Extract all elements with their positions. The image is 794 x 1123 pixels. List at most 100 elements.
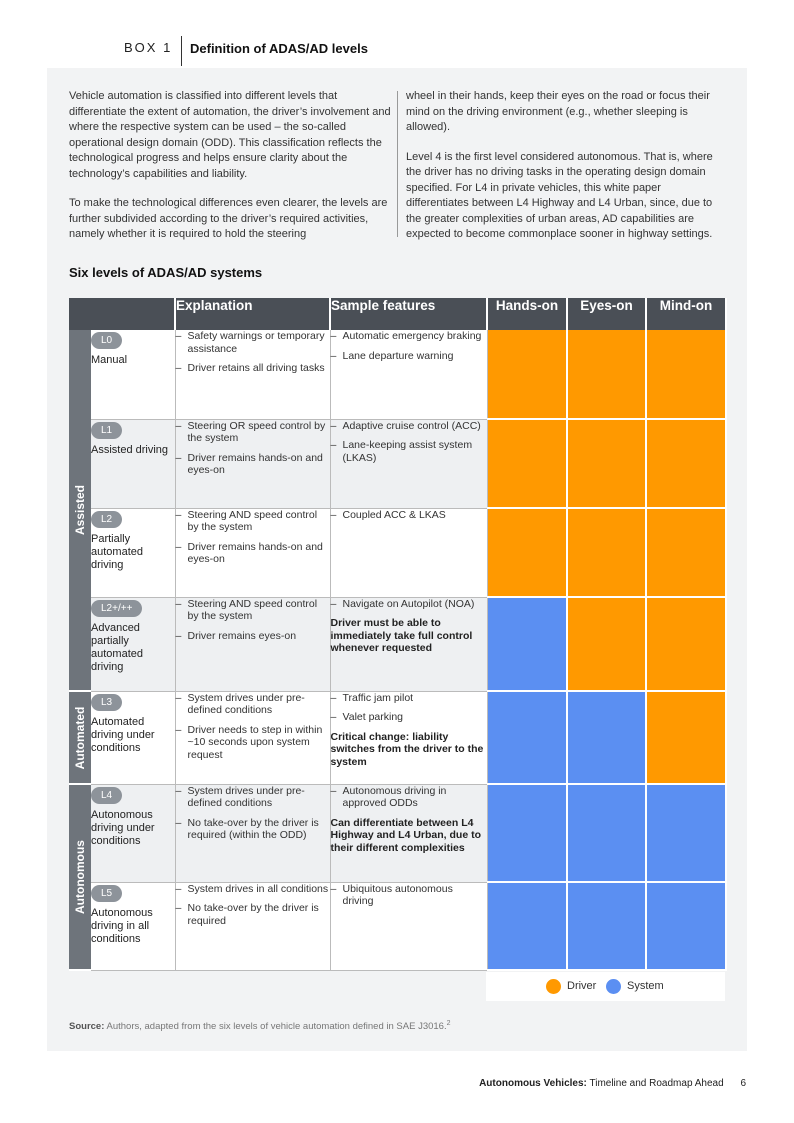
header-blank bbox=[69, 298, 176, 330]
level-name: Autonomous driving under conditions bbox=[91, 808, 155, 847]
table-header-row: Explanation Sample features Hands-on Eye… bbox=[69, 298, 727, 330]
explanation-item: System drives in all conditions bbox=[176, 883, 330, 896]
explanation-cell: System drives under pre-defined conditio… bbox=[175, 784, 331, 883]
eyes-on-driver bbox=[567, 330, 647, 420]
hands-on-system bbox=[487, 882, 568, 971]
source-text: Authors, adapted from the six levels of … bbox=[106, 1021, 447, 1033]
driver-legend-dot bbox=[546, 979, 561, 994]
features-cell: Autonomous driving in approved ODDs Can … bbox=[330, 784, 488, 883]
hands-on-system bbox=[487, 691, 568, 785]
feature-item: Adaptive cruise control (ACC) bbox=[331, 420, 487, 433]
level-cell: L3 Automated driving under conditions bbox=[91, 691, 176, 785]
table-row: Assisted L0 Manual Safety warnings or te… bbox=[69, 330, 727, 692]
explanation-cell: Steering AND speed control by the system… bbox=[175, 597, 331, 692]
level-name: Manual bbox=[91, 354, 128, 366]
group-label: Automated bbox=[73, 706, 87, 769]
intro-paragraph: wheel in their hands, keep their eyes on… bbox=[406, 90, 710, 133]
footnote-ref: 2 bbox=[446, 1020, 451, 1027]
hands-on-driver bbox=[487, 508, 568, 598]
mind-on-driver bbox=[646, 419, 727, 509]
level-cell: L5 Autonomous driving in all conditions bbox=[91, 882, 176, 971]
level-code-badge: L4 bbox=[91, 786, 123, 804]
legend: Driver System bbox=[486, 972, 725, 1001]
level-code-badge: L2+/++ bbox=[91, 599, 143, 617]
hands-on-system bbox=[487, 597, 568, 692]
level-name: Autonomous driving in all conditions bbox=[91, 906, 153, 945]
feature-item: Autonomous driving in approved ODDs bbox=[331, 785, 487, 810]
feature-item: Lane departure warning bbox=[331, 350, 487, 363]
explanation-cell: Steering AND speed control by the system… bbox=[175, 508, 331, 598]
header-sample-features: Sample features bbox=[330, 298, 488, 330]
level-code-badge: L5 bbox=[91, 884, 123, 902]
level-name: Assisted driving bbox=[91, 443, 169, 456]
explanation-item: No take-over by the driver is required bbox=[176, 902, 330, 927]
features-cell: Coupled ACC & LKAS bbox=[330, 508, 488, 598]
system-legend-label: System bbox=[627, 980, 664, 992]
level-cell: L0 Manual bbox=[91, 330, 176, 420]
table-row: L5 Autonomous driving in all conditions … bbox=[69, 882, 727, 971]
level-name: Automated driving under conditions bbox=[91, 715, 155, 754]
hands-on-system bbox=[487, 784, 568, 883]
explanation-item: Driver remains hands-on and eyes-on bbox=[176, 452, 330, 477]
table-row: L2 Partially automated driving Steering … bbox=[69, 508, 727, 598]
explanation-item: Steering AND speed control by the system bbox=[176, 509, 330, 534]
level-name: Advanced partially automated driving bbox=[91, 621, 143, 673]
feature-item: Automatic emergency braking bbox=[331, 330, 487, 343]
eyes-on-system bbox=[567, 882, 647, 971]
eyes-on-driver bbox=[567, 508, 647, 598]
table-row: L1 Assisted driving Steering OR speed co… bbox=[69, 419, 727, 509]
explanation-item: Driver retains all driving tasks bbox=[176, 362, 330, 375]
eyes-on-driver bbox=[567, 597, 647, 692]
level-code-badge: L1 bbox=[91, 421, 123, 439]
features-cell: Automatic emergency braking Lane departu… bbox=[330, 330, 488, 420]
feature-note: Can differentiate between L4 Highway and… bbox=[330, 816, 482, 854]
table-row: Autonomous L4 Autonomous driving under c… bbox=[69, 784, 727, 971]
group-automated: Automated bbox=[69, 691, 91, 785]
intro-left-column: Vehicle automation is classified into di… bbox=[69, 89, 391, 257]
feature-note: Critical change: liability switches from… bbox=[330, 730, 484, 768]
group-assisted: Assisted bbox=[69, 330, 91, 692]
header-explanation: Explanation bbox=[175, 298, 331, 330]
table-title: Six levels of ADAS/AD systems bbox=[69, 265, 263, 280]
explanation-cell: Safety warnings or temporary assistance … bbox=[175, 330, 331, 420]
column-divider bbox=[397, 91, 398, 237]
table-row: Automated L3 Automated driving under con… bbox=[69, 691, 727, 785]
mind-on-system bbox=[646, 784, 727, 883]
levels-table: Explanation Sample features Hands-on Eye… bbox=[69, 298, 727, 971]
level-code-badge: L3 bbox=[91, 693, 123, 711]
eyes-on-system bbox=[567, 691, 647, 785]
group-label: Autonomous bbox=[73, 840, 87, 914]
group-label: Assisted bbox=[73, 484, 87, 536]
footer-subtitle: Timeline and Roadmap Ahead bbox=[589, 1078, 724, 1089]
features-cell: Adaptive cruise control (ACC) Lane-keepi… bbox=[330, 419, 488, 509]
feature-item: Valet parking bbox=[331, 711, 487, 724]
explanation-item: No take-over by the driver is required (… bbox=[176, 817, 330, 842]
eyes-on-driver bbox=[567, 419, 647, 509]
driver-legend-label: Driver bbox=[567, 980, 597, 992]
explanation-item: Steering OR speed control by the system bbox=[176, 420, 330, 445]
explanation-item: System drives under pre-defined conditio… bbox=[176, 692, 330, 717]
hands-on-driver bbox=[487, 330, 568, 420]
explanation-item: Safety warnings or temporary assistance bbox=[176, 330, 330, 355]
eyes-on-system bbox=[567, 784, 647, 883]
source-note: Source: Authors, adapted from the six le… bbox=[69, 1020, 451, 1032]
level-code-badge: L0 bbox=[91, 332, 123, 349]
intro-right-column: wheel in their hands, keep their eyes on… bbox=[406, 89, 726, 257]
features-cell: Ubiquitous autonomous driving bbox=[330, 882, 488, 971]
mind-on-driver bbox=[646, 691, 727, 785]
mind-on-driver bbox=[646, 330, 727, 420]
intro-paragraph: To make the technological differences ev… bbox=[69, 197, 388, 240]
explanation-cell: System drives under pre-defined conditio… bbox=[175, 691, 331, 785]
footer-title: Autonomous Vehicles: bbox=[479, 1078, 587, 1089]
mind-on-driver bbox=[646, 508, 727, 598]
level-cell: L1 Assisted driving bbox=[91, 419, 176, 509]
mind-on-driver bbox=[646, 597, 727, 692]
feature-item: Navigate on Autopilot (NOA) bbox=[331, 598, 487, 611]
page-footer: Autonomous Vehicles: Timeline and Roadma… bbox=[479, 1078, 746, 1089]
header-eyes-on: Eyes-on bbox=[567, 298, 647, 330]
explanation-item: Steering AND speed control by the system bbox=[176, 598, 330, 623]
explanation-cell: System drives in all conditions No take-… bbox=[175, 882, 331, 971]
feature-note: Driver must be able to immediately take … bbox=[330, 617, 473, 654]
header-hands-on: Hands-on bbox=[487, 298, 568, 330]
intro-paragraph: Vehicle automation is classified into di… bbox=[69, 90, 391, 180]
